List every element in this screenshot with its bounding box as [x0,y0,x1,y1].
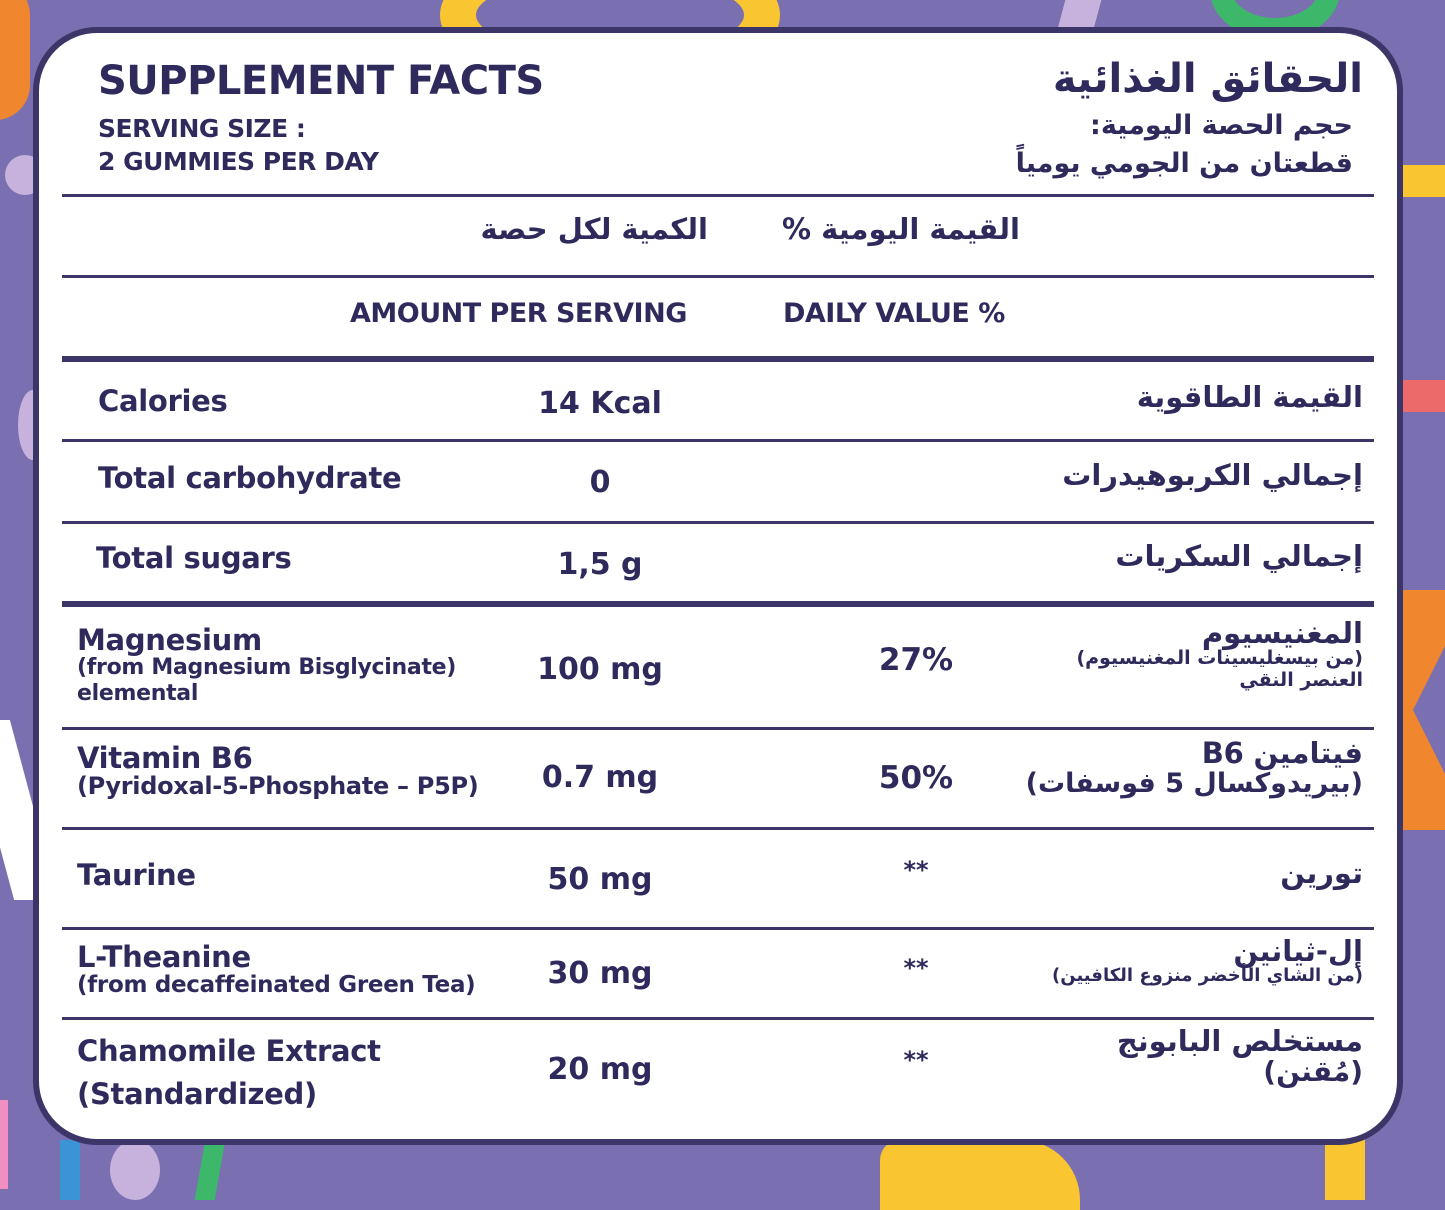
row-name-ar: القيمة الطاقوية [1136,380,1364,414]
column-header-amount-ar: الكمية لكل حصة [480,212,709,246]
row-sub-ar: (مُقنن) [1263,1055,1363,1089]
row-sub-en: (Pyridoxal-5-Phosphate – P5P) [77,772,479,801]
decor-lilac-oval [110,1140,160,1200]
serving-value-en: 2 GUMMIES PER DAY [98,147,379,176]
row-name-ar-main: المغنيسيوم [1201,616,1363,650]
divider [62,194,1374,197]
row-name-en: Calories [98,384,228,418]
divider [62,727,1374,730]
row-name-en: Total carbohydrate [98,461,402,495]
row-name-en-main: Magnesium [77,623,262,657]
title-en: SUPPLEMENT FACTS [98,58,544,104]
column-header-dv-en: DAILY VALUE % [783,298,1005,329]
row-daily-value: ** [903,856,929,884]
column-header-amount-en: AMOUNT PER SERVING [350,298,687,329]
row-name-ar: إجمالي الكربوهيدرات [1062,458,1363,492]
row-amount: 100 mg [537,652,663,687]
row-daily-value: ** [903,1046,929,1074]
row-name-en-main: L-Theanine [77,940,251,974]
row-name-en: Taurine [77,858,196,892]
serving-label-ar: حجم الحصة اليومية: [1090,110,1353,141]
row-name-en-main: Chamomile Extract [77,1034,381,1068]
column-header-dv-ar: القيمة اليومية % [781,212,1021,246]
divider [62,927,1374,930]
row-sub-ar: (من الشاي الأخضر منزوع الكافيين) [1052,965,1363,987]
divider [62,275,1374,278]
row-amount: 0 [589,465,611,500]
decor-pink-bar [0,1100,8,1189]
row-name-en: Total sugars [96,541,292,575]
row-name-en: L-Theanine (from decaffeinated Green Tea… [77,940,476,999]
decor-red-bar [1395,380,1445,412]
row-amount: 20 mg [547,1052,653,1087]
row-amount: 1,5 g [557,547,643,582]
row-name-en: Vitamin B6 (Pyridoxal-5-Phosphate – P5P) [77,741,479,801]
serving-value-ar: قطعتان من الجومي يومياً [1015,148,1353,179]
row-daily-value: 50% [878,760,954,796]
row-amount: 0.7 mg [541,760,659,795]
divider-thick [62,356,1374,362]
row-amount: 50 mg [547,862,653,897]
row-sub-en: (Standardized) [77,1076,317,1111]
divider [62,439,1374,442]
divider [62,1017,1374,1020]
row-amount: 30 mg [547,956,653,991]
row-sub2-ar: العنصر النقي [1239,669,1363,692]
row-name-ar-main: مستخلص البابونج [1116,1024,1363,1058]
decor-yellow-bar [1395,165,1445,197]
decor-blue-stripe [60,1140,80,1200]
row-sub2-en: elemental [77,680,199,706]
row-sub-en: (from decaffeinated Green Tea) [77,972,476,999]
row-name-en: Magnesium (from Magnesium Bisglycinate) … [77,625,456,706]
row-name-ar-main: فيتامين B6 [1201,736,1364,770]
divider [62,521,1374,524]
row-name-ar-main: إل-ثيانين [1233,934,1363,968]
row-name-ar: إجمالي السكريات [1115,539,1363,573]
row-name-ar: فيتامين B6 (بيريدوكسال 5 فوسفات) [1025,736,1364,800]
decor-yellow-blob [880,1140,1080,1210]
row-sub-ar: (بيريدوكسال 5 فوسفات) [1025,768,1364,800]
title-ar: الحقائق الغذائية [1052,56,1363,102]
supplement-facts-panel [33,27,1403,1145]
row-name-ar: إل-ثيانين (من الشاي الأخضر منزوع الكافيي… [1052,936,1363,987]
row-name-en: Chamomile Extract (Standardized) [77,1030,381,1114]
row-name-ar: المغنيسيوم (من بيسغليسينات المغنيسيوم) ا… [1076,618,1363,692]
serving-label-en: SERVING SIZE : [98,114,306,143]
row-daily-value: ** [903,954,929,982]
row-sub-ar: (من بيسغليسينات المغنيسيوم) [1076,647,1363,670]
row-sub-en: (from Magnesium Bisglycinate) [77,655,457,681]
row-name-ar: تورين [1280,856,1363,890]
decor-orange-blob [0,0,30,120]
row-daily-value: 27% [878,642,954,678]
divider-thick [62,601,1374,607]
row-name-en-main: Vitamin B6 [77,741,253,775]
decor-green-stripe [194,1140,226,1200]
row-amount: 14 Kcal [538,386,662,421]
row-name-ar: مستخلص البابونج (مُقنن) [1117,1026,1363,1089]
divider [62,827,1374,830]
